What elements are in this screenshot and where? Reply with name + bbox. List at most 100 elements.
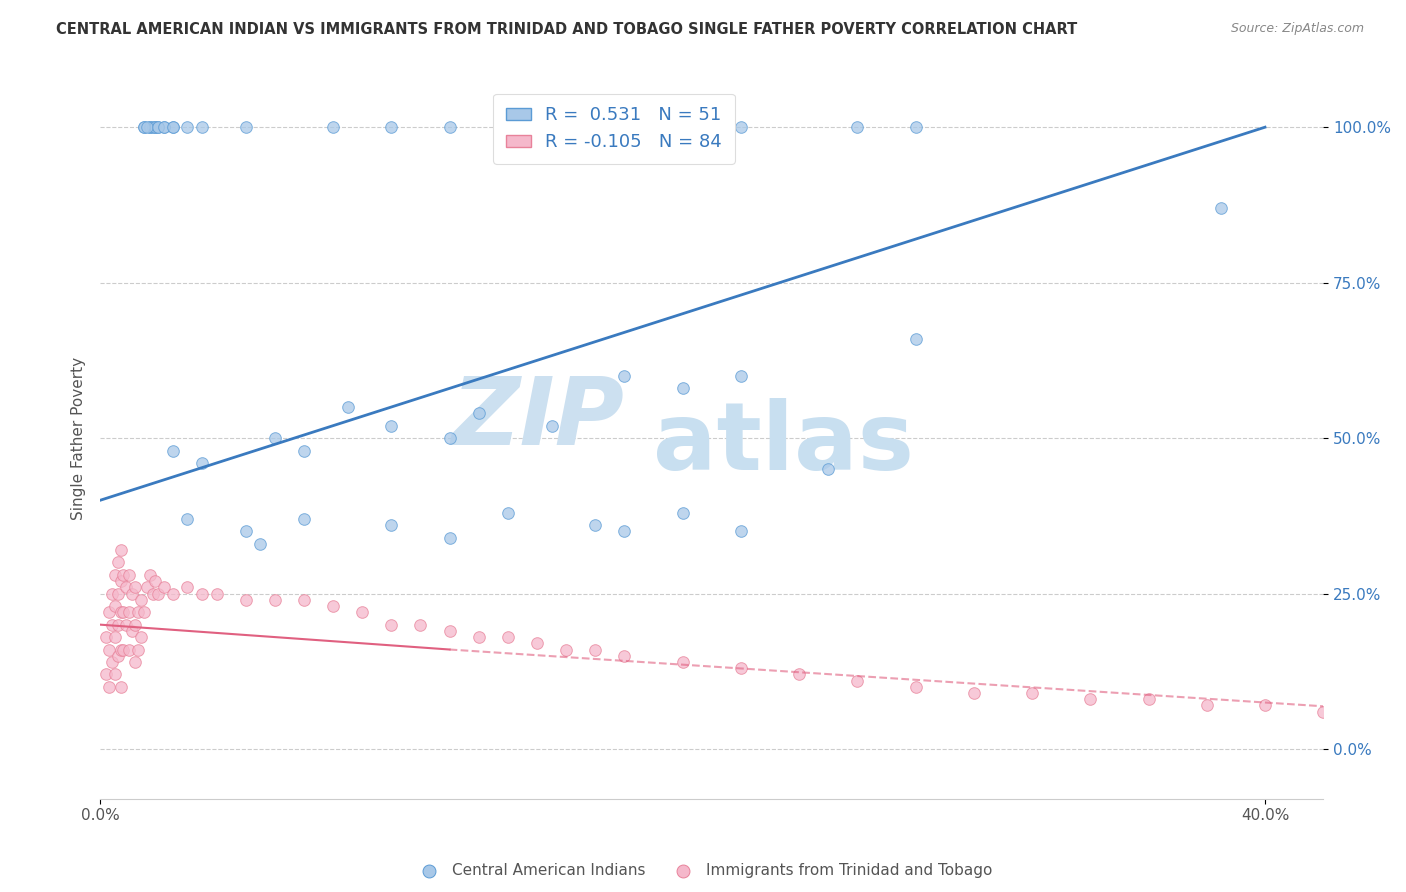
- Point: [162, 443, 184, 458]
- Point: [380, 418, 402, 433]
- Point: [409, 617, 432, 632]
- Point: [104, 630, 127, 644]
- Point: [153, 120, 176, 135]
- Point: [1137, 692, 1160, 706]
- Point: [380, 518, 402, 533]
- Point: [671, 655, 693, 669]
- Point: [467, 406, 489, 420]
- Point: [613, 368, 636, 383]
- Point: [148, 120, 170, 135]
- Point: [1195, 698, 1218, 713]
- Point: [135, 580, 157, 594]
- Point: [94, 667, 117, 681]
- Point: [110, 605, 132, 619]
- Point: [322, 120, 344, 135]
- Point: [904, 680, 927, 694]
- Point: [141, 120, 163, 135]
- Point: [162, 120, 184, 135]
- Point: [145, 120, 167, 135]
- Point: [176, 120, 198, 135]
- Point: [110, 680, 132, 694]
- Point: [129, 630, 152, 644]
- Point: [145, 574, 167, 588]
- Point: [176, 580, 198, 594]
- Point: [846, 120, 869, 135]
- Point: [191, 120, 214, 135]
- Point: [121, 586, 143, 600]
- Point: [135, 120, 157, 135]
- Point: [153, 580, 176, 594]
- Text: ZIP: ZIP: [451, 374, 624, 466]
- Point: [104, 667, 127, 681]
- Point: [115, 617, 138, 632]
- Point: [249, 537, 271, 551]
- Point: [129, 592, 152, 607]
- Point: [540, 418, 562, 433]
- Point: [107, 617, 129, 632]
- Legend: Central American Indians, Immigrants from Trinidad and Tobago: Central American Indians, Immigrants fro…: [408, 857, 998, 884]
- Point: [112, 605, 135, 619]
- Point: [730, 661, 752, 675]
- Point: [235, 524, 257, 539]
- Point: [191, 456, 214, 470]
- Point: [555, 642, 578, 657]
- Y-axis label: Single Father Poverty: Single Father Poverty: [72, 357, 86, 520]
- Point: [138, 568, 160, 582]
- Point: [124, 580, 146, 594]
- Point: [671, 506, 693, 520]
- Point: [439, 531, 461, 545]
- Point: [235, 592, 257, 607]
- Point: [101, 617, 124, 632]
- Point: [127, 605, 149, 619]
- Point: [101, 586, 124, 600]
- Point: [110, 543, 132, 558]
- Point: [112, 642, 135, 657]
- Point: [963, 686, 986, 700]
- Point: [110, 642, 132, 657]
- Point: [104, 568, 127, 582]
- Point: [112, 568, 135, 582]
- Point: [671, 120, 693, 135]
- Point: [97, 680, 120, 694]
- Point: [1078, 692, 1101, 706]
- Legend: R =  0.531   N = 51, R = -0.105   N = 84: R = 0.531 N = 51, R = -0.105 N = 84: [494, 94, 735, 164]
- Point: [787, 667, 810, 681]
- Point: [496, 506, 519, 520]
- Point: [118, 605, 141, 619]
- Point: [94, 630, 117, 644]
- Point: [162, 586, 184, 600]
- Point: [439, 120, 461, 135]
- Point: [162, 120, 184, 135]
- Point: [730, 120, 752, 135]
- Point: [118, 642, 141, 657]
- Point: [496, 630, 519, 644]
- Point: [439, 431, 461, 445]
- Point: [132, 605, 155, 619]
- Point: [176, 512, 198, 526]
- Point: [110, 574, 132, 588]
- Point: [263, 592, 285, 607]
- Point: [1021, 686, 1043, 700]
- Point: [148, 120, 170, 135]
- Point: [1211, 201, 1233, 215]
- Point: [904, 120, 927, 135]
- Point: [124, 617, 146, 632]
- Point: [138, 120, 160, 135]
- Point: [583, 642, 606, 657]
- Point: [97, 605, 120, 619]
- Point: [352, 605, 374, 619]
- Point: [1371, 705, 1393, 719]
- Point: [263, 431, 285, 445]
- Point: [121, 624, 143, 638]
- Point: [817, 462, 839, 476]
- Point: [671, 381, 693, 395]
- Text: Source: ZipAtlas.com: Source: ZipAtlas.com: [1230, 22, 1364, 36]
- Point: [292, 512, 315, 526]
- Point: [132, 120, 155, 135]
- Point: [336, 400, 359, 414]
- Point: [292, 592, 315, 607]
- Point: [526, 120, 548, 135]
- Point: [904, 332, 927, 346]
- Point: [104, 599, 127, 613]
- Point: [132, 120, 155, 135]
